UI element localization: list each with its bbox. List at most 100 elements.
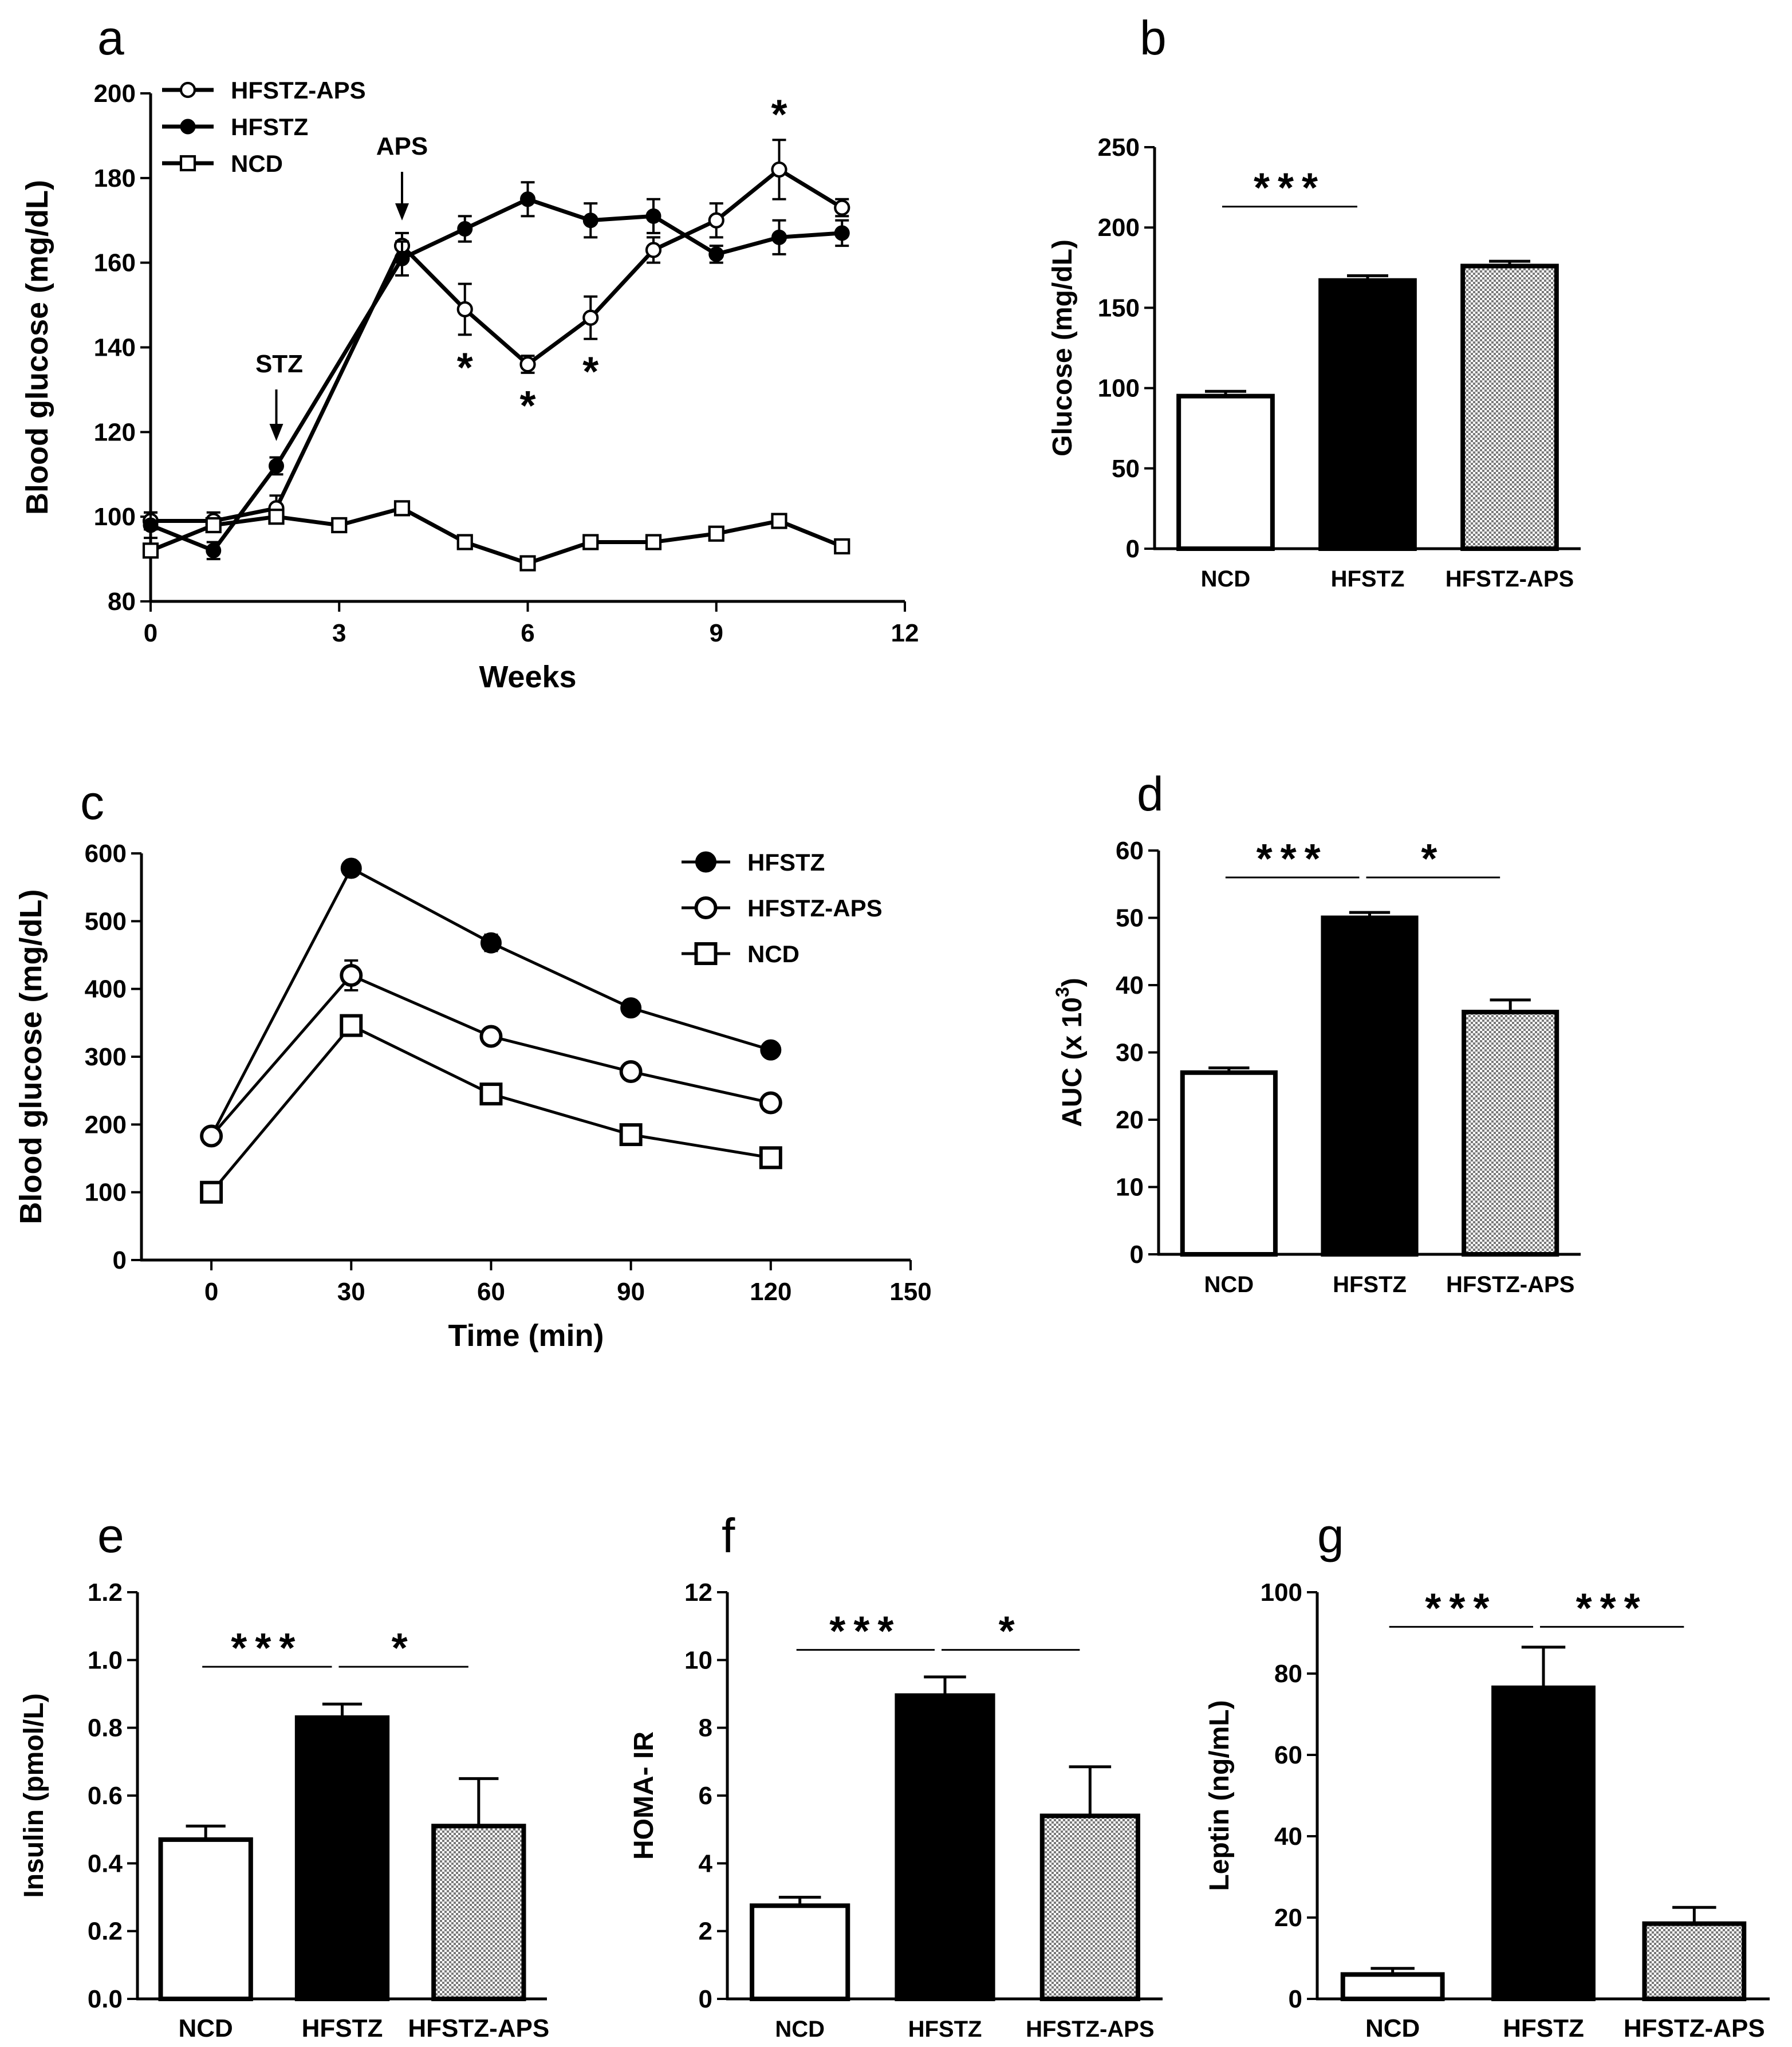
bar-ncd bbox=[750, 1903, 850, 2002]
y-tick-label: 10 bbox=[684, 1646, 712, 1674]
marker-hfstz bbox=[620, 997, 642, 1019]
series-line-hfstz bbox=[149, 197, 842, 553]
significance-star: * bbox=[771, 92, 787, 137]
x-tick-label: 0 bbox=[144, 619, 157, 647]
panel-d: d 0 10 20 30 40 50 60 AUC (x 103) NCD HFSTZ HFSTZ-A… bbox=[1052, 767, 1581, 1297]
aps-arrowhead bbox=[395, 203, 409, 221]
y-tick-label: 250 bbox=[1098, 133, 1140, 162]
x-tick-label: 0 bbox=[204, 1278, 218, 1306]
marker-ncd bbox=[456, 534, 473, 550]
y-tick-label: 200 bbox=[85, 1111, 127, 1139]
aps-annotation: APS bbox=[376, 132, 428, 160]
marker-hfstz bbox=[269, 458, 284, 474]
x-category-label: HFSTZ-APS bbox=[408, 2014, 549, 2042]
y-axis-label: Blood glucose (mg/dL) bbox=[14, 889, 48, 1225]
marker-ncd bbox=[582, 534, 599, 550]
y-axis-label: AUC (x 103) bbox=[1052, 978, 1088, 1127]
legend-marker bbox=[694, 942, 718, 965]
y-axis-label: Blood glucose (mg/dL) bbox=[20, 180, 54, 515]
significance-stars: * bbox=[1421, 836, 1445, 882]
panel-g: g 0 20 40 60 80 100 Leptin (ng/mL) NCD HFSTZ HFSTZ… bbox=[1204, 1509, 1770, 2042]
marker-hfstz-aps bbox=[456, 301, 473, 318]
marker-hfstz-aps bbox=[619, 1060, 643, 1084]
marker-hfstz bbox=[645, 208, 661, 224]
marker-hfstz-aps bbox=[519, 356, 536, 373]
marker-hfstz bbox=[206, 542, 222, 558]
stz-arrowhead bbox=[269, 424, 283, 441]
marker-ncd bbox=[759, 1146, 782, 1170]
marker-hfstz-aps bbox=[340, 964, 363, 987]
y-axis-label-superscript: 3 bbox=[1052, 987, 1073, 997]
legend-label: HFSTZ bbox=[231, 113, 308, 140]
x-category-label: HFSTZ bbox=[1503, 2014, 1584, 2042]
x-axis-label: Time (min) bbox=[448, 1318, 604, 1353]
bar-ncd bbox=[1176, 393, 1275, 551]
y-axis-label-text: Blood glucose (mg/dL) bbox=[14, 889, 48, 1225]
y-tick-label: 400 bbox=[85, 975, 127, 1003]
series-line-ncd bbox=[210, 1024, 771, 1194]
panel-a: a 80 100 120 140 160 180 200 0 3 6 9 12 Weeks Blood gl… bbox=[20, 11, 919, 694]
y-tick-label: 4 bbox=[699, 1849, 713, 1877]
significance-star: * bbox=[457, 345, 473, 391]
significance-stars: * bbox=[392, 1625, 416, 1671]
marker-hfstz bbox=[771, 229, 787, 245]
stz-annotation: STZ bbox=[255, 350, 303, 378]
x-category-label: HFSTZ-APS bbox=[1624, 2014, 1765, 2042]
y-tick-label: 20 bbox=[1116, 1106, 1144, 1134]
panel-letter: c bbox=[80, 776, 104, 829]
significance-stars: * bbox=[999, 1609, 1023, 1655]
x-category-label: NCD bbox=[1204, 1272, 1254, 1297]
bar-hfstz-aps bbox=[1460, 263, 1559, 551]
x-tick-label: 3 bbox=[332, 619, 346, 647]
y-axis-label-end: ) bbox=[1057, 978, 1088, 987]
marker-ncd bbox=[645, 534, 662, 550]
y-tick-label: 600 bbox=[85, 840, 127, 868]
x-category-label: HFSTZ-APS bbox=[1446, 1272, 1574, 1297]
marker-ncd bbox=[331, 517, 348, 534]
bar-hfstz-aps bbox=[1039, 1813, 1140, 2001]
bar-hfstz bbox=[895, 1693, 995, 2001]
marker-ncd bbox=[200, 1180, 223, 1204]
bar-hfstz bbox=[1491, 1685, 1596, 2002]
bar-ncd bbox=[1340, 1972, 1445, 2001]
bar-hfstz bbox=[294, 1715, 390, 2002]
series-line-ncd bbox=[149, 506, 843, 566]
significance-stars: *** bbox=[1257, 836, 1329, 882]
marker-hfstz bbox=[457, 221, 473, 237]
bar-hfstz-aps bbox=[1462, 1010, 1559, 1257]
y-tick-label: 1.0 bbox=[88, 1646, 123, 1674]
bar-hfstz-aps bbox=[431, 1824, 526, 2001]
y-axis-label-text: Insulin (pmol/L) bbox=[19, 1693, 49, 1898]
marker-ncd bbox=[834, 538, 850, 555]
x-tick-label: 6 bbox=[521, 619, 534, 647]
legend-label: HFSTZ-APS bbox=[747, 895, 883, 922]
x-category-label: NCD bbox=[1365, 2014, 1420, 2042]
x-tick-label: 12 bbox=[891, 619, 919, 647]
legend-marker bbox=[694, 896, 718, 919]
marker-hfstz bbox=[834, 225, 850, 241]
marker-hfstz bbox=[394, 250, 410, 266]
y-tick-label: 180 bbox=[94, 164, 136, 192]
legend-label: HFSTZ-APS bbox=[231, 77, 366, 104]
panel-e: e 0.0 0.2 0.4 0.6 0.8 1.0 1.2 Insulin (pmol/L) NC… bbox=[19, 1509, 549, 2042]
y-tick-label: 50 bbox=[1112, 455, 1140, 483]
y-tick-label: 50 bbox=[1116, 904, 1144, 932]
marker-hfstz-aps bbox=[582, 309, 599, 326]
marker-hfstz-aps bbox=[834, 199, 850, 216]
marker-ncd bbox=[340, 1014, 363, 1037]
y-axis-label-text: Blood glucose (mg/dL) bbox=[20, 180, 54, 515]
panel-c: c 0 100 200 300 400 500 600 0 30 60 90 120 150 Time (m… bbox=[14, 776, 932, 1353]
legend-label: HFSTZ bbox=[747, 849, 825, 876]
marker-ncd bbox=[393, 500, 411, 517]
y-tick-label: 100 bbox=[1261, 1578, 1302, 1607]
x-category-label: HFSTZ bbox=[1331, 566, 1405, 592]
x-category-label: NCD bbox=[179, 2014, 233, 2042]
y-axis-label-text: AUC (x 10 bbox=[1057, 997, 1088, 1127]
y-tick-label: 60 bbox=[1274, 1741, 1302, 1769]
bar-hfstz bbox=[1318, 278, 1417, 551]
y-tick-label: 200 bbox=[1098, 214, 1140, 242]
marker-ncd bbox=[479, 1082, 503, 1106]
y-tick-label: 0.0 bbox=[88, 1985, 123, 2013]
y-tick-label: 80 bbox=[108, 588, 136, 616]
